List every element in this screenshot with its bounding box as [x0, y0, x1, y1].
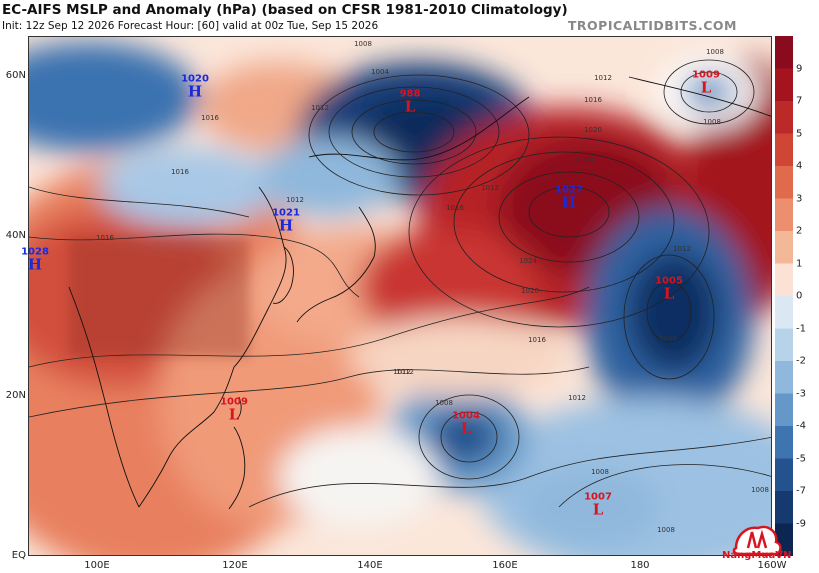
- low-pressure-center: 1009 L: [692, 69, 720, 97]
- map-subtitle: Init: 12z Sep 12 2026 Forecast Hour: [60…: [2, 20, 379, 32]
- colorbar-tick-label: -2: [796, 355, 806, 367]
- lon-label: 100E: [84, 560, 110, 571]
- isobar-label: 1004: [371, 68, 389, 76]
- colorbar-tick-label: 3: [796, 193, 803, 204]
- isobar-label: 1012: [568, 394, 586, 402]
- high-pressure-center: 1027 H: [555, 184, 583, 212]
- low-pressure-center: 1009 L: [220, 396, 248, 424]
- isobar-label: 1008: [706, 48, 724, 56]
- colorbar-step: [775, 101, 793, 134]
- colorbar-tick-label: -3: [796, 388, 806, 399]
- isobar-label: 1008: [659, 335, 677, 343]
- anomaly-colorbar: [775, 36, 793, 556]
- isobar-label: 1012: [481, 184, 499, 192]
- colorbar-tick-label: 9: [796, 63, 803, 74]
- low-pressure-center: 1007 L: [584, 491, 612, 519]
- high-pressure-center: 1021 H: [272, 207, 300, 235]
- colorbar-step: [775, 68, 793, 102]
- colorbar-tick-label: -7: [796, 485, 806, 497]
- isobar-label: 1024: [519, 257, 537, 265]
- high-pressure-center: 1028 H: [21, 246, 49, 274]
- anomaly-field: [29, 37, 771, 555]
- isobar-label: 1012: [286, 196, 304, 204]
- colorbar-step: [775, 393, 793, 427]
- colorbar-step: [775, 296, 793, 329]
- colorbar-step: [775, 426, 793, 459]
- isobar-label: 1008: [354, 40, 372, 48]
- isobar-label: 1024: [576, 156, 594, 164]
- isobar-label: 1016: [584, 96, 602, 104]
- isobar-label: 1012: [393, 368, 411, 376]
- colorbar-tick-label: 4: [796, 160, 803, 172]
- lon-label: 120E: [222, 560, 248, 571]
- isobar-label: 1008: [657, 526, 675, 534]
- colorbar-tick-label: -9: [796, 518, 806, 529]
- colorbar-step: [775, 328, 793, 362]
- low-pressure-center: 1005 L: [655, 275, 683, 303]
- logo-text: NangMuaVN: [722, 550, 792, 561]
- colorbar-tick-label: -5: [796, 453, 806, 464]
- colorbar-step: [775, 263, 793, 297]
- colorbar-tick-label: 0: [796, 290, 803, 302]
- colorbar-tick-label: -1: [796, 323, 806, 334]
- nangmuavn-logo: [732, 525, 782, 556]
- lat-label: 60N: [5, 70, 26, 81]
- site-watermark: TROPICALTIDBITS.COM: [567, 18, 737, 33]
- colorbar-step: [775, 458, 793, 492]
- lon-label: 140E: [357, 560, 383, 571]
- isobar-label: 1016: [446, 204, 464, 212]
- isobar-label: 1016: [528, 336, 546, 344]
- colorbar-tick-label: 7: [796, 95, 803, 107]
- colorbar-step: [775, 166, 793, 199]
- map-title: EC-AIFS MSLP and Anomaly (hPa) (based on…: [2, 2, 568, 18]
- colorbar-step: [775, 133, 793, 167]
- coastlines: [68, 76, 771, 510]
- isobar-label: 1008: [591, 468, 609, 476]
- isobar-label: 1020: [521, 287, 539, 295]
- lat-label: EQ: [11, 550, 26, 561]
- isobar-label: 1016: [201, 114, 219, 122]
- terrain-texture: [69, 237, 249, 357]
- colorbar-tick-label: 2: [796, 225, 803, 237]
- colorbar-step: [775, 36, 793, 69]
- lat-label: 20N: [5, 390, 26, 401]
- colorbar-step: [775, 198, 793, 232]
- lon-label: 160E: [492, 560, 518, 571]
- colorbar-step: [775, 361, 793, 394]
- colorbar-tick-label: 5: [796, 128, 803, 139]
- isobar-label: 1020: [584, 126, 602, 134]
- map-panel: [28, 36, 772, 556]
- lon-label: 160W: [757, 560, 787, 571]
- isobar-label: 1012: [311, 104, 329, 112]
- isobar-label: 1012: [594, 74, 612, 82]
- colorbar-step: [775, 491, 793, 524]
- low-pressure-center: 1004 L: [452, 410, 480, 438]
- isobar-label: 1012: [396, 368, 414, 376]
- isobar-label: 1012: [673, 245, 691, 253]
- colorbar-step: [775, 231, 793, 264]
- colorbar-tick-label: 1: [796, 258, 803, 269]
- colorbar-tick-label: -4: [796, 420, 806, 432]
- low-pressure-center: 988 L: [399, 88, 421, 116]
- high-pressure-center: 1020 H: [181, 73, 209, 101]
- isobar-label: 1008: [435, 399, 453, 407]
- isobar-label: 1016: [171, 168, 189, 176]
- lat-label: 40N: [5, 230, 26, 241]
- isobar-label: 1008: [703, 118, 721, 126]
- lon-label: 180: [630, 560, 650, 571]
- isobar-label: 1008: [751, 486, 769, 494]
- isobar-label: 1016: [96, 234, 114, 242]
